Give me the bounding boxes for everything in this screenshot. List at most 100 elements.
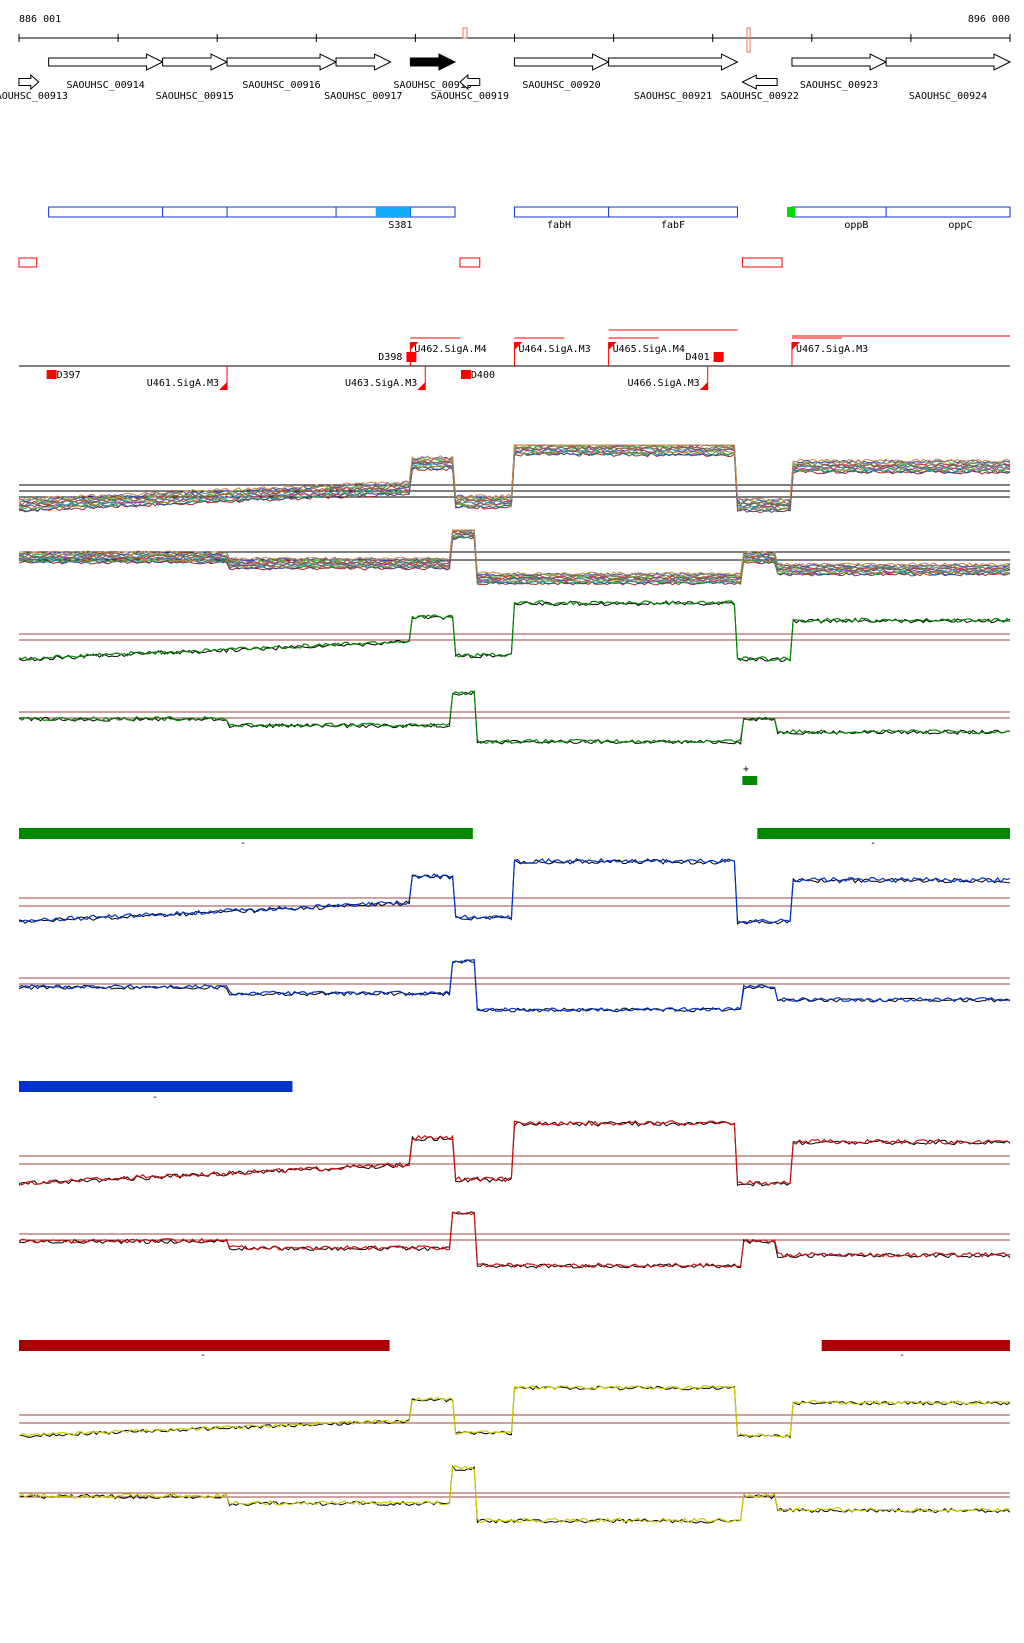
gene-label: SAOUHSC_00922 xyxy=(721,91,799,102)
feature-flag[interactable] xyxy=(219,382,228,390)
gene-label: SAOUHSC_00914 xyxy=(66,80,144,91)
profile-panel-b-line xyxy=(18,530,1011,580)
profile-panel-a-line xyxy=(18,445,1011,506)
strand-mark: - xyxy=(200,1350,206,1361)
profile-green-b-sample-line xyxy=(18,690,1011,745)
red-box-track[interactable] xyxy=(18,257,783,268)
red-box[interactable] xyxy=(459,257,481,268)
operon-gene-label: oppB xyxy=(844,220,868,231)
profile-panel-a-line xyxy=(18,444,1011,504)
feature-flag[interactable] xyxy=(417,382,426,390)
segment-bar[interactable] xyxy=(821,1340,1010,1351)
feature-label: D400 xyxy=(471,370,495,381)
profile-green-a-sample-line xyxy=(18,599,1011,662)
gene-arrow[interactable] xyxy=(885,53,1012,71)
expression-profile-tracks xyxy=(18,443,1011,1524)
feature-label: U461.SigA.M3 xyxy=(147,378,219,389)
feature-flag[interactable] xyxy=(699,382,708,390)
profile-panel-b-line xyxy=(19,531,1011,580)
feature-block[interactable] xyxy=(460,370,471,379)
ruler-start-label: 886 001 xyxy=(19,14,61,25)
profile-yellow-b-sample-line xyxy=(18,1465,1011,1524)
operon-box[interactable] xyxy=(409,206,456,218)
operon-box[interactable] xyxy=(791,206,1011,218)
gene-arrow[interactable] xyxy=(791,53,888,71)
gene-label: SAOUHSC_00921 xyxy=(634,91,712,102)
segment-bar[interactable] xyxy=(19,828,473,839)
profile-yellow-a-sample-line xyxy=(18,1385,1011,1438)
operon-box[interactable] xyxy=(513,206,738,218)
feature-label: D397 xyxy=(57,370,81,381)
ruler-marker xyxy=(746,27,751,53)
gene-arrow[interactable] xyxy=(513,53,610,71)
feature-flag[interactable] xyxy=(791,342,800,350)
operon-highlight[interactable] xyxy=(375,207,411,217)
operon-gene-label: fabF xyxy=(661,220,685,231)
operon-track[interactable]: S381 fabH fabF oppB oppC xyxy=(48,206,1011,231)
segment-bar[interactable] xyxy=(742,776,758,785)
gene-arrow[interactable] xyxy=(741,74,778,90)
feature-track[interactable]: U462.SigA.M4 D398 U464.SigA.M3 U465.SigA.M4… xyxy=(19,329,1010,390)
operon-gene-label: fabH xyxy=(547,220,571,231)
profile-panel-b-line xyxy=(18,534,1011,583)
gene-arrow[interactable] xyxy=(459,73,481,91)
operon-box[interactable] xyxy=(48,206,411,218)
gene-label: SAOUHSC_00916 xyxy=(242,80,320,91)
gene-arrow[interactable] xyxy=(48,53,164,71)
profile-blue-b-sample-line xyxy=(18,958,1011,1012)
ruler-marker xyxy=(462,27,468,39)
feature-flag[interactable] xyxy=(410,342,419,350)
segment-bars[interactable] xyxy=(19,776,1010,1351)
profile-panel-b-line xyxy=(19,529,1011,576)
segment-bar[interactable] xyxy=(19,1081,293,1092)
feature-label: U465.SigA.M4 xyxy=(613,344,685,355)
feature-label: U462.SigA.M4 xyxy=(414,344,486,355)
feature-flag[interactable] xyxy=(608,342,617,350)
profile-blue-a-sample-line xyxy=(18,857,1011,924)
operon-gene-label: oppC xyxy=(948,220,972,231)
strand-mark: - xyxy=(240,838,246,849)
profile-panel-b-line xyxy=(18,536,1011,586)
gene-arrow[interactable] xyxy=(409,53,457,71)
gene-arrow[interactable] xyxy=(162,53,229,71)
gene-arrow[interactable] xyxy=(335,53,392,71)
profile-panel-a-line xyxy=(18,444,1011,502)
red-box[interactable] xyxy=(18,257,38,268)
feature-label: D401 xyxy=(686,352,710,363)
gene-arrow[interactable] xyxy=(18,73,40,91)
profile-red-b-sample-line xyxy=(18,1210,1011,1269)
feature-block[interactable] xyxy=(713,352,724,362)
strand-mark: - xyxy=(152,1092,158,1103)
red-box[interactable] xyxy=(741,257,783,268)
ruler-end-label: 896 000 xyxy=(968,14,1010,25)
segment-bar[interactable] xyxy=(757,828,1010,839)
feature-flag[interactable] xyxy=(514,342,523,350)
gene-label: SAOUHSC_00923 xyxy=(800,80,878,91)
feature-block[interactable] xyxy=(406,352,417,362)
feature-label: U467.SigA.M3 xyxy=(796,344,868,355)
profile-panel-b-line xyxy=(18,529,1011,577)
operon-start-marker xyxy=(787,207,796,217)
gene-label: SAOUHSC_00913 xyxy=(0,91,68,102)
gene-label: SAOUHSC_00920 xyxy=(522,80,600,91)
profile-red-a-sample-line xyxy=(18,1119,1011,1186)
gene-arrow[interactable] xyxy=(608,53,739,71)
profile-blue-b-reference-line xyxy=(18,959,1011,1013)
gene-label: SAOUHSC_00918 xyxy=(394,80,472,91)
feature-label: U466.SigA.M3 xyxy=(627,378,699,389)
gene-arrow[interactable] xyxy=(226,53,338,71)
gene-label: SAOUHSC_00919 xyxy=(431,91,509,102)
gene-label: SAOUHSC_00915 xyxy=(156,91,234,102)
feature-block[interactable] xyxy=(46,370,57,379)
gene-label: SAOUHSC_00917 xyxy=(324,91,402,102)
operon-label: S381 xyxy=(388,220,412,231)
gene-label: SAOUHSC_00924 xyxy=(909,91,987,102)
strand-marks: + - - - - - xyxy=(152,764,905,1361)
segment-bar[interactable] xyxy=(19,1340,390,1351)
feature-label: U463.SigA.M3 xyxy=(345,378,417,389)
strand-mark: - xyxy=(899,1350,905,1361)
feature-label: D398 xyxy=(378,352,402,363)
